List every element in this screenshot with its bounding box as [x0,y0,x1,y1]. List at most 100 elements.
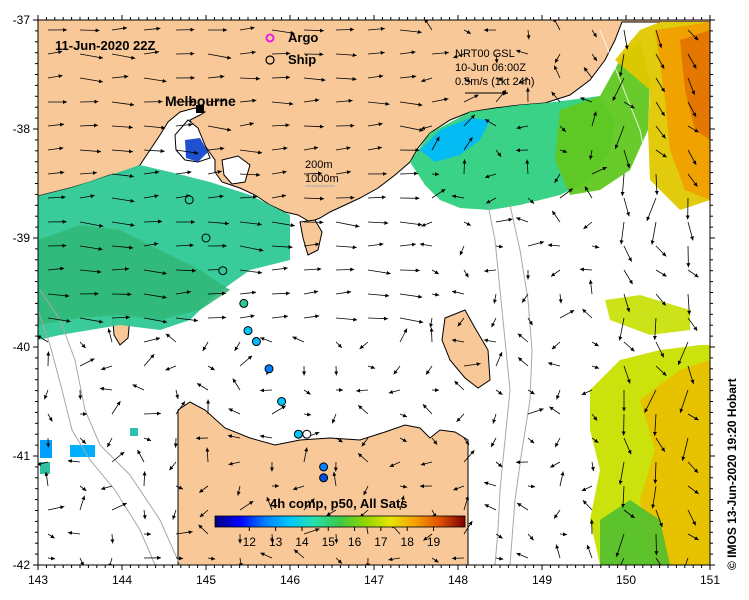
y-tick-label: -38 [13,122,31,136]
current-vector [143,337,161,343]
current-vector [551,91,561,103]
current-vector [271,75,291,80]
current-vector [451,290,465,295]
current-vector [644,389,657,413]
current-vector [463,495,470,511]
current-vector [399,74,417,79]
ship-legend-label: Ship [288,52,316,67]
current-vector [655,293,667,306]
isobath-200m-west [39,289,181,565]
current-vector [687,461,699,474]
current-vector [271,146,288,151]
current-vector [111,400,121,415]
sst-east-band-darkorange [680,30,710,140]
current-vector [655,365,667,376]
current-vector [591,341,599,347]
isobath-1000m-east [509,204,533,565]
current-vectors [38,20,699,565]
current-vector [359,341,369,350]
ship-station [277,397,287,406]
argo-legend-label: Argo [288,30,318,45]
current-vector [79,77,103,84]
current-vector [421,221,433,227]
current-vector [393,365,401,375]
current-vector [111,149,133,154]
current-vector [335,290,352,295]
current-vector [425,365,433,375]
current-vector [367,26,385,31]
current-vector [165,365,177,371]
current-vector [175,530,193,535]
current-vector [47,50,63,55]
current-vector [292,485,305,491]
current-vector [583,221,593,230]
current-vector [239,76,261,81]
current-vector [687,29,699,41]
melbourne-label: Melbourne [165,93,236,109]
current-vector [547,361,561,367]
colorbar-tick-label: 16 [348,535,362,549]
current-vector [495,244,504,249]
current-vector [108,557,113,565]
current-vector [106,437,113,448]
current-vector [137,449,145,463]
current-vector [110,533,115,544]
current-vector [111,26,128,31]
sst-speck [40,462,50,474]
current-vector [623,293,631,313]
sst-east-small-patch [605,295,690,335]
current-vector [79,149,102,154]
current-vector [517,333,529,343]
current-vector [521,293,529,303]
ship-station [293,429,303,439]
current-vector [554,437,561,448]
current-vector [47,74,63,79]
current-vector [111,53,136,60]
current-vector [271,123,290,128]
ship-stations [184,195,329,483]
current-vector [111,125,133,130]
ship-station [302,429,312,439]
current-vector [495,77,504,81]
current-vector [399,29,422,34]
current-vector [559,471,565,487]
current-vector [463,94,479,103]
melbourne-marker [196,105,204,113]
current-vector [429,327,434,343]
current-vector [111,197,135,203]
land-flinders-island [441,309,491,389]
current-vector [623,509,635,519]
current-vector [79,317,104,324]
current-vector [292,336,305,343]
current-vector [335,146,351,151]
colorbar-tick-label: 18 [401,535,415,549]
current-vector [143,194,159,199]
current-vector [367,122,383,127]
current-vector [550,461,561,468]
current-vector [685,557,689,565]
current-vector [679,389,689,414]
current-vector [591,365,600,370]
current-vector [431,188,446,199]
current-vector [655,149,667,158]
current-vector [367,316,388,321]
current-vector [303,171,323,176]
current-vector [100,485,113,491]
current-vector [332,471,337,487]
ship-station [251,337,261,347]
current-vector [494,53,499,64]
current-vector [463,362,481,367]
current-vector [47,533,55,539]
current-vector [47,266,65,271]
current-vector [463,450,475,463]
x-tick-label: 151 [700,573,720,587]
current-vector [207,365,215,371]
current-vector [111,451,125,463]
current-vector [175,485,184,490]
current-vector [239,98,257,103]
current-vector [591,53,598,62]
current-vector [582,308,593,319]
current-vector [303,498,315,511]
current-vector [654,173,659,195]
current-vector [462,159,467,175]
